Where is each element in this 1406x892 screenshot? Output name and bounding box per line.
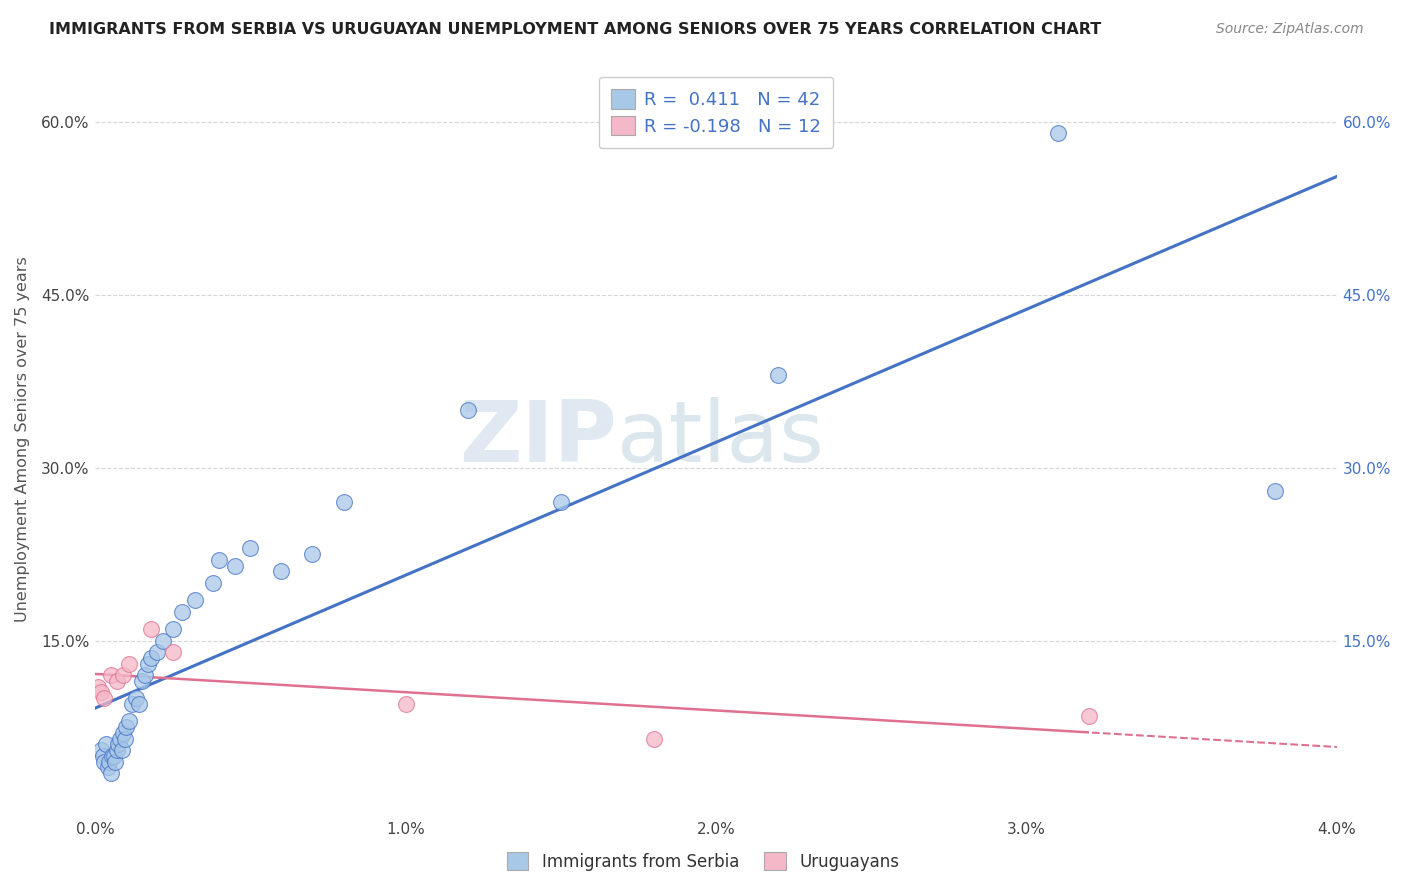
Point <box>139 651 162 665</box>
Point <box>121 697 143 711</box>
Point <box>134 668 156 682</box>
Point <box>118 657 141 671</box>
Point <box>146 645 169 659</box>
Point <box>114 731 136 746</box>
Point <box>101 748 124 763</box>
Point <box>90 685 112 699</box>
Point <box>112 668 135 682</box>
Point <box>107 737 129 751</box>
Text: atlas: atlas <box>617 397 825 480</box>
Point <box>270 565 292 579</box>
Point <box>103 748 125 763</box>
Point <box>105 673 128 688</box>
Point <box>118 714 141 729</box>
Point <box>183 593 205 607</box>
Point <box>91 748 114 763</box>
Point <box>152 633 174 648</box>
Point <box>162 622 184 636</box>
Text: Source: ZipAtlas.com: Source: ZipAtlas.com <box>1216 22 1364 37</box>
Point <box>90 743 112 757</box>
Point <box>162 645 184 659</box>
Point <box>208 553 231 567</box>
Y-axis label: Unemployment Among Seniors over 75 years: Unemployment Among Seniors over 75 years <box>15 256 30 622</box>
Point <box>643 731 665 746</box>
Point <box>766 368 789 383</box>
Legend: Immigrants from Serbia, Uruguayans: Immigrants from Serbia, Uruguayans <box>499 844 907 880</box>
Point <box>394 697 416 711</box>
Point <box>1264 483 1286 498</box>
Point <box>100 668 122 682</box>
Point <box>136 657 159 671</box>
Point <box>124 691 146 706</box>
Point <box>87 680 110 694</box>
Point <box>224 558 246 573</box>
Text: IMMIGRANTS FROM SERBIA VS URUGUAYAN UNEMPLOYMENT AMONG SENIORS OVER 75 YEARS COR: IMMIGRANTS FROM SERBIA VS URUGUAYAN UNEM… <box>49 22 1101 37</box>
Point <box>1046 126 1069 140</box>
Point <box>301 547 323 561</box>
Point <box>108 731 131 746</box>
Point <box>93 755 115 769</box>
Point <box>115 720 138 734</box>
Point <box>93 691 115 706</box>
Point <box>110 743 132 757</box>
Point <box>97 760 120 774</box>
Legend: R =  0.411   N = 42, R = -0.198   N = 12: R = 0.411 N = 42, R = -0.198 N = 12 <box>599 77 834 148</box>
Point <box>202 575 225 590</box>
Point <box>550 495 572 509</box>
Point <box>131 673 153 688</box>
Point <box>172 605 194 619</box>
Point <box>1077 708 1099 723</box>
Point <box>100 766 122 780</box>
Point <box>128 697 150 711</box>
Point <box>94 737 117 751</box>
Point <box>457 403 479 417</box>
Point <box>98 755 121 769</box>
Point <box>105 743 128 757</box>
Point <box>112 726 135 740</box>
Point <box>332 495 354 509</box>
Text: ZIP: ZIP <box>458 397 617 480</box>
Point <box>104 755 127 769</box>
Point <box>139 622 162 636</box>
Point <box>239 541 262 556</box>
